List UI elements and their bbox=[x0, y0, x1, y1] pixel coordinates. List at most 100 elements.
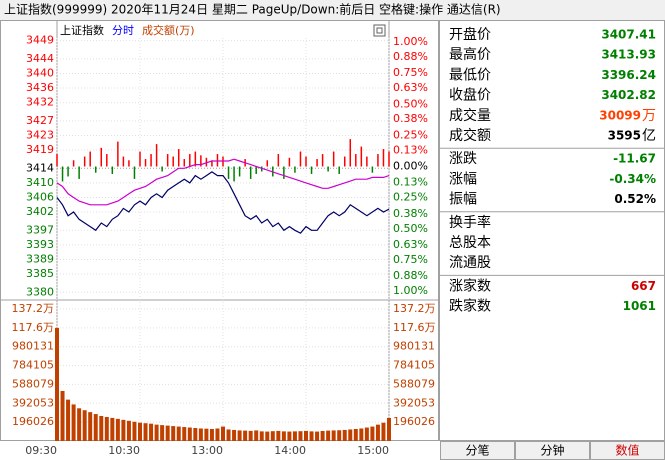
quote-label: 换手率 bbox=[449, 214, 491, 231]
quote-unit: 亿 bbox=[642, 128, 656, 144]
volume-bar bbox=[259, 431, 264, 441]
pct-tick-label: 0.25% bbox=[393, 191, 428, 204]
volume-bar bbox=[187, 427, 192, 441]
volume-bar bbox=[281, 431, 286, 441]
y-tick-label: 3444 bbox=[26, 52, 54, 65]
quote-label: 涨家数 bbox=[449, 277, 491, 294]
volume-bar bbox=[326, 430, 331, 441]
chart-frame bbox=[0, 20, 439, 441]
volume-bar bbox=[77, 408, 82, 441]
quote-value: 3402.82 bbox=[601, 88, 656, 102]
volume-tick-label: 588079 bbox=[393, 377, 435, 390]
quote-value: 667 bbox=[631, 279, 656, 293]
volume-bar bbox=[276, 430, 281, 441]
volume-bar bbox=[342, 429, 347, 441]
volume-bar bbox=[126, 420, 131, 441]
y-tick-label: 3385 bbox=[26, 267, 54, 280]
volume-bar bbox=[232, 429, 237, 441]
pct-tick-label: 0.50% bbox=[393, 222, 428, 235]
y-tick-label: 3414 bbox=[26, 161, 54, 174]
legend-item: 上证指数 bbox=[60, 23, 104, 37]
x-tick-label: 15:00 bbox=[357, 444, 389, 457]
quote-value: 30099 bbox=[599, 108, 641, 122]
volume-bar bbox=[88, 412, 93, 441]
pct-tick-label: 0.25% bbox=[393, 128, 428, 141]
volume-bar bbox=[165, 425, 170, 441]
x-tick-label: 09:30 bbox=[25, 444, 57, 457]
volume-tick-label: 196026 bbox=[393, 415, 435, 428]
x-tick-label: 10:30 bbox=[108, 444, 140, 457]
volume-bar bbox=[375, 424, 380, 441]
y-tick-label: 3436 bbox=[26, 81, 54, 94]
volume-bar bbox=[298, 431, 303, 441]
y-tick-label: 3440 bbox=[26, 66, 54, 79]
y-tick-label: 3410 bbox=[26, 176, 54, 189]
y-tick-label: 3423 bbox=[26, 128, 54, 141]
volume-bar bbox=[265, 431, 270, 441]
y-tick-label: 3397 bbox=[26, 223, 54, 236]
pct-tick-label: 1.00% bbox=[393, 35, 428, 48]
volume-tick-label: 784105 bbox=[393, 359, 435, 372]
volume-bar bbox=[248, 430, 253, 441]
quote-value: 3407.41 bbox=[601, 28, 656, 42]
volume-bar bbox=[121, 419, 126, 441]
quote-unit: 万 bbox=[642, 108, 656, 124]
volume-bar bbox=[204, 428, 209, 441]
quote-label: 收盘价 bbox=[449, 87, 491, 104]
volume-bar bbox=[364, 427, 369, 441]
y-tick-label: 3380 bbox=[26, 285, 54, 298]
volume-bar bbox=[270, 431, 275, 441]
volume-tick-label: 137.2万 bbox=[393, 302, 436, 315]
tab-label[interactable]: 分钟 bbox=[540, 443, 564, 458]
pct-tick-label: 0.38% bbox=[393, 207, 428, 220]
volume-bar bbox=[138, 422, 142, 441]
y-tick-label: 3389 bbox=[26, 252, 54, 265]
quote-label: 最低价 bbox=[449, 67, 491, 83]
volume-bar bbox=[66, 399, 71, 441]
volume-bar bbox=[309, 431, 314, 441]
volume-bar bbox=[348, 429, 353, 441]
series-line bbox=[56, 158, 390, 206]
quote-label: 总股本 bbox=[449, 235, 491, 251]
tab-label[interactable]: 数值 bbox=[615, 443, 639, 458]
volume-tick-label: 392053 bbox=[393, 396, 435, 409]
quote-label: 振幅 bbox=[449, 192, 477, 208]
volume-bar bbox=[154, 424, 159, 441]
settings-icon[interactable] bbox=[373, 24, 386, 37]
quote-label: 跌家数 bbox=[449, 298, 491, 315]
volume-bar bbox=[331, 430, 336, 441]
volume-bar bbox=[99, 415, 104, 441]
quote-value: 1061 bbox=[623, 299, 656, 313]
pct-tick-label: 0.50% bbox=[393, 97, 428, 110]
volume-bar bbox=[370, 426, 375, 441]
volume-bar bbox=[193, 428, 198, 441]
quote-label: 成交额 bbox=[449, 127, 491, 144]
quote-label: 成交量 bbox=[449, 107, 491, 124]
pct-tick-label: 0.75% bbox=[393, 253, 428, 266]
volume-tick-label: 980131 bbox=[12, 340, 54, 353]
volume-tick-label: 980131 bbox=[393, 340, 435, 353]
quote-panel: 开盘价 3407.41 最高价 3413.93 最低价 3396.24 收盘价 3402.82… bbox=[440, 26, 665, 460]
quote-value: -0.34% bbox=[609, 172, 656, 186]
tab-label[interactable]: 分笔 bbox=[465, 443, 489, 458]
quote-value: 3413.93 bbox=[601, 48, 656, 62]
volume-tick-label: 117.6万 bbox=[393, 321, 436, 334]
volume-bar bbox=[198, 428, 203, 441]
pct-tick-label: 0.63% bbox=[393, 238, 428, 251]
x-tick-label: 13:00 bbox=[191, 444, 223, 457]
series-line bbox=[56, 171, 390, 234]
volume-bar bbox=[182, 427, 187, 441]
pct-tick-label: 0.00% bbox=[393, 160, 428, 173]
pct-tick-label: 0.88% bbox=[393, 50, 428, 63]
quote-value: 3396.24 bbox=[601, 68, 656, 82]
volume-bar bbox=[320, 430, 325, 441]
volume-bar bbox=[93, 414, 98, 441]
volume-tick-label: 588079 bbox=[12, 377, 54, 390]
volume-bar bbox=[215, 428, 220, 441]
volume-bar bbox=[292, 431, 297, 441]
volume-bar bbox=[60, 390, 65, 441]
volume-tick-label: 392053 bbox=[12, 396, 54, 409]
volume-bar bbox=[337, 430, 342, 441]
